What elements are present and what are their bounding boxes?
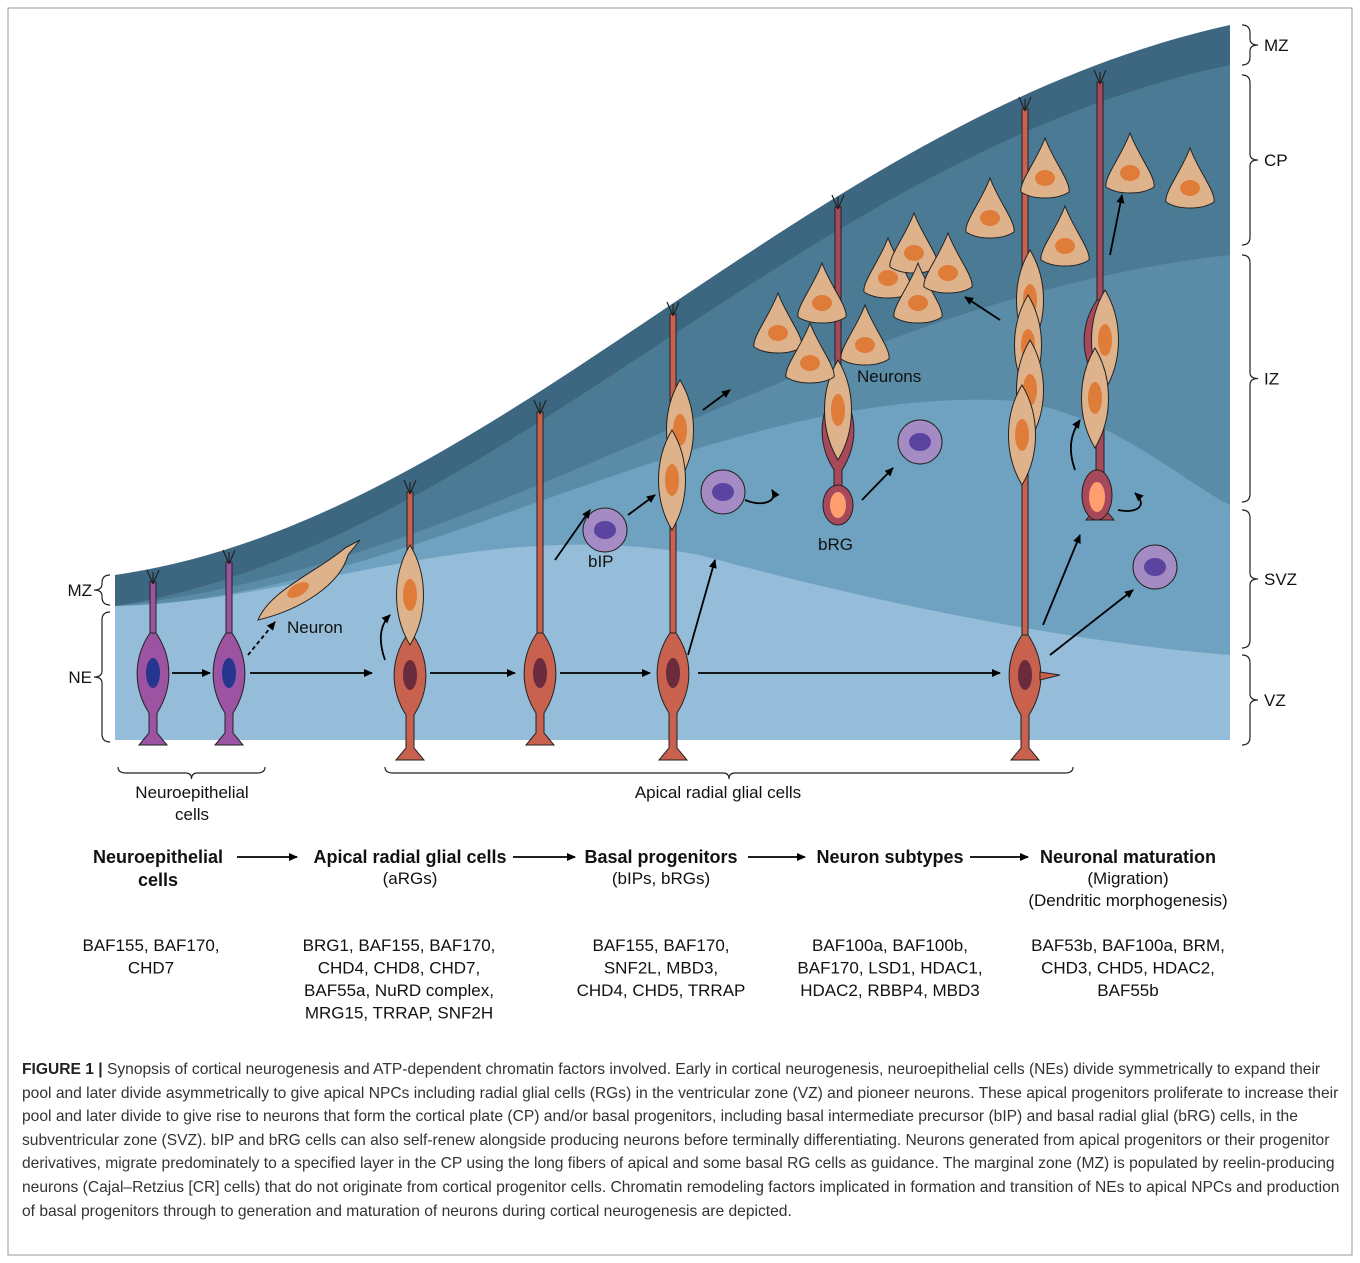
brace — [1242, 255, 1258, 502]
stage-title: Neuron subtypes — [816, 847, 963, 867]
factor-list: BAF155, BAF170, — [592, 936, 729, 955]
neuron-nucleus — [1120, 165, 1140, 181]
zone-label: MZ — [67, 581, 92, 600]
neuron-nucleus — [768, 325, 788, 341]
neuron-nucleus — [1035, 170, 1055, 186]
factor-list: HDAC2, RBBP4, MBD3 — [800, 981, 980, 1000]
cell-body — [1009, 635, 1041, 760]
bip-nucleus — [594, 521, 616, 539]
stage-title: Apical radial glial cells — [313, 847, 506, 867]
caption-text: Synopsis of cortical neurogenesis and AT… — [22, 1061, 1339, 1220]
neuron-nucleus — [831, 394, 845, 426]
cell-label: bRG — [818, 535, 853, 554]
bip-nucleus — [712, 483, 734, 501]
factor-list: BAF53b, BAF100a, BRM, — [1031, 936, 1225, 955]
neuron-nucleus — [665, 464, 679, 496]
cell-label: bIP — [588, 552, 614, 571]
zone-label: SVZ — [1264, 570, 1297, 589]
neuron-nucleus — [812, 295, 832, 311]
factor-list: BRG1, BAF155, BAF170, — [303, 936, 496, 955]
neuron-nucleus — [938, 265, 958, 281]
neuron-nucleus — [908, 295, 928, 311]
brace — [94, 575, 110, 605]
stage-subtitle: (bIPs, bRGs) — [612, 869, 710, 888]
group-bracket — [118, 767, 265, 779]
factor-list: CHD4, CHD5, TRRAP — [577, 981, 746, 1000]
cell-body — [394, 635, 426, 760]
neuron-nucleus — [1088, 382, 1102, 414]
neuron-nucleus — [403, 579, 417, 611]
zone-label: MZ — [1264, 36, 1289, 55]
zone-label: NE — [68, 668, 92, 687]
stage-subtitle: (Dendritic morphogenesis) — [1028, 891, 1227, 910]
brg-nucleus — [830, 492, 846, 518]
neuron-nucleus — [878, 270, 898, 286]
stage-title: Neuronal maturation — [1040, 847, 1216, 867]
neuron-nucleus — [1180, 180, 1200, 196]
group-bracket — [385, 767, 1073, 779]
neuron-nucleus — [855, 337, 875, 353]
stage-subtitle: (Migration) — [1087, 869, 1168, 888]
factor-list: BAF55a, NuRD complex, — [304, 981, 494, 1000]
factor-list: BAF100a, BAF100b, — [812, 936, 968, 955]
neuron-nucleus — [904, 245, 924, 261]
nucleus — [222, 658, 236, 688]
factor-list: CHD4, CHD8, CHD7, — [318, 959, 480, 978]
factor-list: CHD3, CHD5, HDAC2, — [1041, 959, 1215, 978]
figure: MZ CP IZ SVZ VZ MZ NE Neuron bIP bRG Neurons Neuroe… — [0, 0, 1360, 1263]
nucleus — [666, 658, 680, 688]
cell-body — [657, 633, 689, 760]
brace — [1242, 655, 1258, 745]
bip-nucleus — [909, 433, 931, 451]
factor-list: CHD7 — [128, 959, 174, 978]
neuron-nucleus — [800, 355, 820, 371]
fiber — [1097, 82, 1103, 315]
brace — [1242, 75, 1258, 245]
caption: FIGURE 1 | Synopsis of cortical neurogen… — [22, 1058, 1342, 1223]
brg-nucleus — [1089, 482, 1105, 512]
factor-list: MRG15, TRRAP, SNF2H — [305, 1004, 493, 1023]
stage-subtitle: (aRGs) — [383, 869, 438, 888]
nucleus — [146, 658, 160, 688]
neuron-nucleus — [1015, 419, 1029, 451]
factor-list: BAF155, BAF170, — [82, 936, 219, 955]
group-label: cells — [175, 805, 209, 824]
nucleus — [403, 660, 417, 690]
stage-title: Neuroepithelial — [93, 847, 223, 867]
neuron-nucleus — [1098, 324, 1112, 356]
brace — [1242, 25, 1258, 65]
group-label: Apical radial glial cells — [635, 783, 801, 802]
cell-label: Neurons — [857, 367, 921, 386]
factor-list: SNF2L, MBD3, — [604, 959, 718, 978]
stage-title: Basal progenitors — [584, 847, 737, 867]
nucleus — [533, 658, 547, 688]
factor-list: BAF170, LSD1, HDAC1, — [797, 959, 982, 978]
stage-title: cells — [138, 870, 178, 890]
neuron-nucleus — [1055, 238, 1075, 254]
fiber — [537, 412, 543, 648]
zone-label: VZ — [1264, 691, 1286, 710]
brace — [94, 612, 110, 742]
bip-nucleus — [1144, 558, 1166, 576]
zone-label: CP — [1264, 151, 1288, 170]
group-label: Neuroepithelial — [135, 783, 248, 802]
zone-label: IZ — [1264, 370, 1279, 389]
brace — [1242, 510, 1258, 648]
factor-list: BAF55b — [1097, 981, 1158, 1000]
neuron-nucleus — [980, 210, 1000, 226]
cell-label: Neuron — [287, 618, 343, 637]
caption-label: FIGURE 1 | — [22, 1061, 103, 1078]
nucleus — [1018, 660, 1032, 690]
